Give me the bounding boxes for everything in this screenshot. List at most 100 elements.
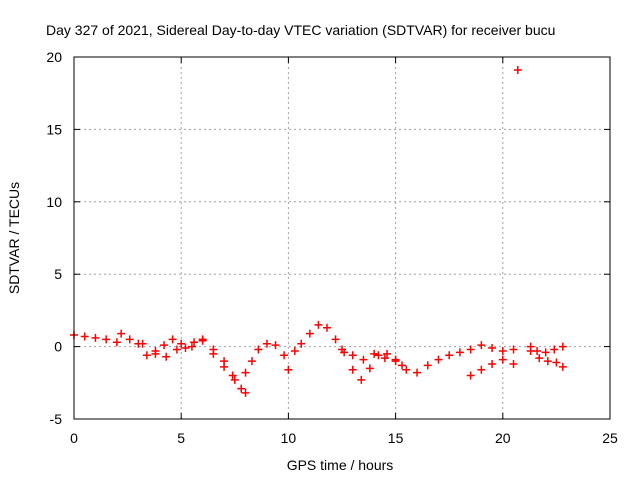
- data-point: [187, 342, 196, 351]
- data-point: [348, 351, 357, 360]
- data-point: [314, 320, 323, 329]
- series-track-g: [466, 355, 518, 380]
- data-point: [271, 341, 280, 350]
- data-point: [112, 338, 121, 347]
- data-point: [254, 345, 263, 354]
- plot-frame: [73, 56, 611, 420]
- data-point: [398, 361, 407, 370]
- data-point: [151, 349, 160, 358]
- data-point: [290, 346, 299, 355]
- data-point: [348, 365, 357, 374]
- chart-title: Day 327 of 2021, Sidereal Day-to-day VTE…: [46, 22, 555, 38]
- data-point: [230, 375, 239, 384]
- x-tick-label: 0: [70, 430, 78, 446]
- data-point: [558, 342, 567, 351]
- data-point: [498, 355, 507, 364]
- series-track-c: [241, 339, 293, 377]
- data-point: [552, 358, 561, 367]
- series-track-a: [70, 329, 250, 397]
- data-point: [284, 365, 293, 374]
- series-track-b: [138, 335, 237, 380]
- ticks-layer: 0 5 10 15 20 25 -5 0 5 10 15 20: [46, 49, 618, 446]
- data-point: [543, 357, 552, 366]
- x-tick-label: 5: [177, 430, 185, 446]
- data-point: [391, 357, 400, 366]
- data-point: [305, 329, 314, 338]
- data-point: [455, 348, 464, 357]
- data-point: [247, 357, 256, 366]
- data-point: [359, 355, 368, 364]
- data-point: [162, 352, 171, 361]
- data-point: [322, 323, 331, 332]
- data-point: [550, 345, 559, 354]
- data-point: [262, 339, 271, 348]
- data-point: [423, 361, 432, 370]
- data-layer: [70, 66, 567, 397]
- data-point: [280, 351, 289, 360]
- data-point: [297, 339, 306, 348]
- y-tick-label: 20: [46, 49, 62, 65]
- data-point: [477, 365, 486, 374]
- data-point: [168, 335, 177, 344]
- data-point: [402, 365, 411, 374]
- data-point: [160, 341, 169, 350]
- data-point: [374, 351, 383, 360]
- data-point: [526, 346, 535, 355]
- data-point: [80, 332, 89, 341]
- data-point: [177, 339, 186, 348]
- grid-layer: [74, 57, 610, 419]
- series-track-f: [402, 341, 518, 377]
- data-point: [383, 349, 392, 358]
- y-tick-label: 5: [54, 266, 62, 282]
- data-point: [190, 338, 199, 347]
- data-point: [509, 359, 518, 368]
- x-tick-label: 25: [602, 430, 618, 446]
- data-point: [172, 345, 181, 354]
- data-point: [125, 335, 134, 344]
- y-tick-label: -5: [50, 411, 63, 427]
- data-point: [365, 364, 374, 373]
- x-tick-label: 10: [281, 430, 297, 446]
- x-tick-label: 15: [388, 430, 404, 446]
- series-outlier: [513, 66, 522, 75]
- series-track-h: [526, 342, 567, 357]
- y-tick-label: 15: [46, 121, 62, 137]
- data-point: [370, 349, 379, 358]
- y-tick-label: 0: [54, 339, 62, 355]
- data-point: [477, 341, 486, 350]
- data-point: [102, 335, 111, 344]
- data-point: [331, 335, 340, 344]
- data-point: [241, 388, 250, 397]
- data-point: [220, 357, 229, 366]
- data-point: [209, 345, 218, 354]
- series-track-d: [290, 320, 407, 384]
- data-point: [498, 346, 507, 355]
- data-point: [138, 339, 147, 348]
- data-point: [488, 359, 497, 368]
- data-point: [445, 351, 454, 360]
- y-tick-label: 10: [46, 194, 62, 210]
- data-point: [357, 375, 366, 384]
- data-point: [142, 351, 151, 360]
- data-point: [338, 345, 346, 354]
- data-point: [466, 345, 475, 354]
- data-point: [466, 371, 475, 380]
- series-track-i: [526, 346, 567, 371]
- data-point: [541, 348, 550, 357]
- data-point: [237, 384, 246, 393]
- data-point: [558, 362, 567, 371]
- series-track-e: [338, 345, 400, 366]
- data-point: [488, 344, 497, 353]
- x-tick-label: 20: [495, 430, 511, 446]
- data-point: [535, 354, 544, 363]
- data-point: [513, 66, 522, 75]
- data-point: [434, 355, 443, 364]
- data-point: [117, 329, 126, 338]
- data-point: [413, 368, 422, 377]
- data-point: [91, 333, 100, 342]
- data-point: [198, 335, 207, 344]
- x-axis-title: GPS time / hours: [287, 457, 394, 473]
- data-point: [509, 345, 518, 354]
